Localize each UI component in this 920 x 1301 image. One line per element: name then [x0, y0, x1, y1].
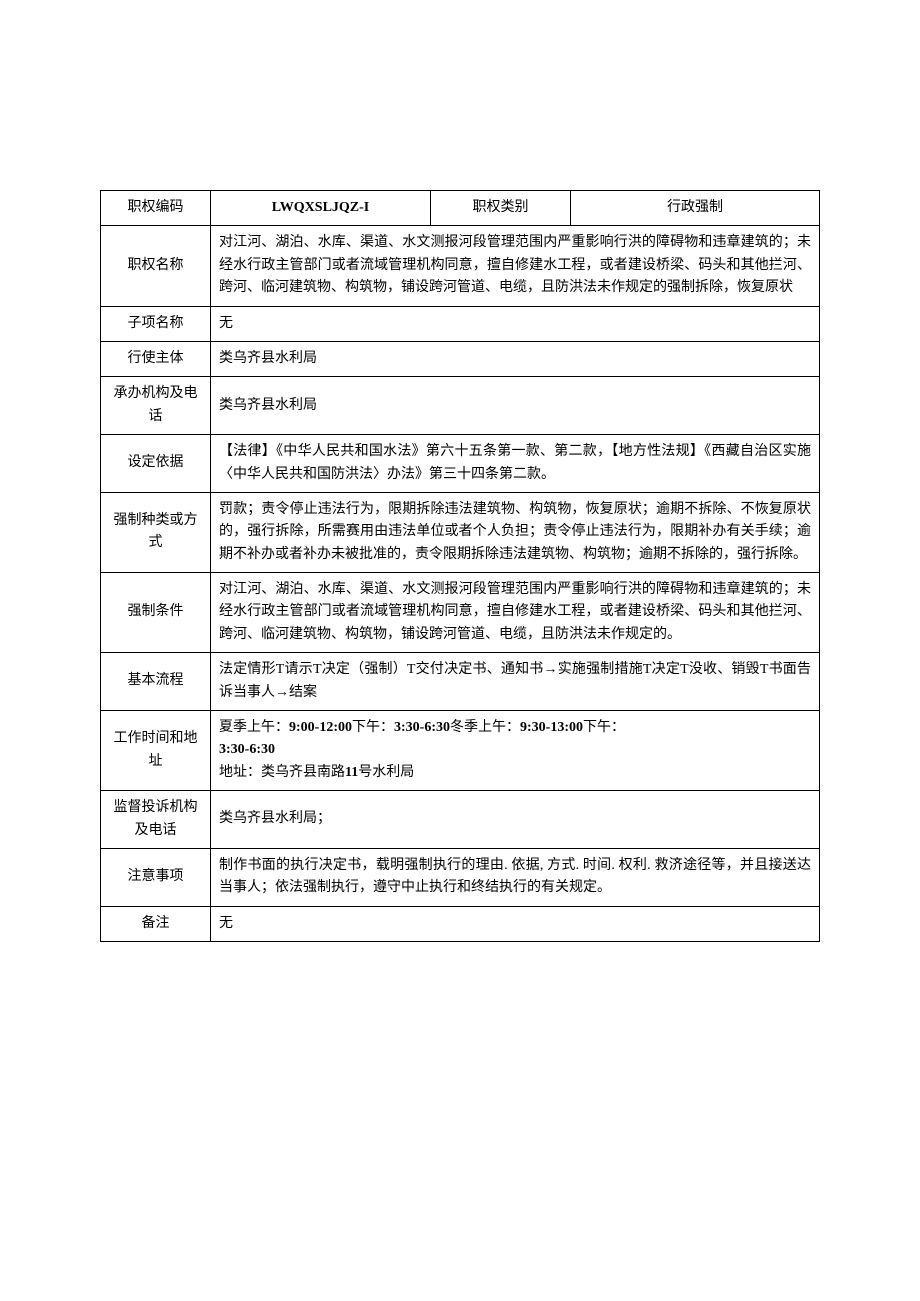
- worktime-addr-prefix: 地址：类乌齐县南路: [219, 765, 345, 780]
- subject-value: 类乌齐县水利局: [211, 341, 820, 376]
- subject-row: 行使主体 类乌齐县水利局: [101, 341, 820, 376]
- header-row: 职权编码 LWQXSLJQZ-I 职权类别 行政强制: [101, 191, 820, 226]
- notice-value: 制作书面的执行决定书，载明强制执行的理由. 依据, 方式. 时间. 权利. 救济…: [211, 848, 820, 906]
- worktime-winter-pm-prefix: 下午：: [583, 720, 625, 735]
- basis-label: 设定依据: [101, 435, 211, 493]
- worktime-summer-prefix: 夏季上午：: [219, 720, 289, 735]
- agency-label: 承办机构及电话: [101, 377, 211, 435]
- subitem-row: 子项名称 无: [101, 306, 820, 341]
- worktime-winter-prefix: 冬季上午：: [450, 720, 520, 735]
- notice-label: 注意事项: [101, 848, 211, 906]
- subitem-value: 无: [211, 306, 820, 341]
- condition-label: 强制条件: [101, 573, 211, 653]
- supervise-value: 类乌齐县水利局；: [211, 791, 820, 849]
- process-row: 基本流程 法定情形T请示T决定（强制）T交付决定书、通知书→实施强制措施T决定T…: [101, 653, 820, 711]
- worktime-row: 工作时间和地址 夏季上午：9:00-12:00下午：3:30-6:30冬季上午：…: [101, 711, 820, 791]
- method-row: 强制种类或方式 罚款；责令停止违法行为，限期拆除违法建筑物、构筑物，恢复原状；逾…: [101, 492, 820, 572]
- worktime-addr-num: 11: [345, 765, 358, 780]
- supervise-row: 监督投诉机构及电话 类乌齐县水利局；: [101, 791, 820, 849]
- basis-row: 设定依据 【法律】《中华人民共和国水法》第六十五条第一款、第二款，【地方性法规】…: [101, 435, 820, 493]
- agency-row: 承办机构及电话 类乌齐县水利局: [101, 377, 820, 435]
- name-label: 职权名称: [101, 226, 211, 306]
- method-label: 强制种类或方式: [101, 492, 211, 572]
- type-value: 行政强制: [571, 191, 820, 226]
- remark-label: 备注: [101, 906, 211, 941]
- code-label: 职权编码: [101, 191, 211, 226]
- remark-row: 备注 无: [101, 906, 820, 941]
- worktime-value: 夏季上午：9:00-12:00下午：3:30-6:30冬季上午：9:30-13:…: [211, 711, 820, 791]
- basis-value: 【法律】《中华人民共和国水法》第六十五条第一款、第二款，【地方性法规】《西藏自治…: [211, 435, 820, 493]
- authority-table: 职权编码 LWQXSLJQZ-I 职权类别 行政强制 职权名称 对江河、湖泊、水…: [100, 190, 820, 942]
- type-label: 职权类别: [431, 191, 571, 226]
- remark-value: 无: [211, 906, 820, 941]
- worktime-winter-pm: 3:30-6:30: [219, 742, 275, 757]
- agency-value: 类乌齐县水利局: [211, 377, 820, 435]
- name-value: 对江河、湖泊、水库、渠道、水文测报河段管理范围内严重影响行洪的障碍物和违章建筑的…: [211, 226, 820, 306]
- supervise-label: 监督投诉机构及电话: [101, 791, 211, 849]
- worktime-summer-pm-prefix: 下午：: [352, 720, 394, 735]
- condition-value: 对江河、湖泊、水库、渠道、水文测报河段管理范围内严重影响行洪的障碍物和违章建筑的…: [211, 573, 820, 653]
- condition-row: 强制条件 对江河、湖泊、水库、渠道、水文测报河段管理范围内严重影响行洪的障碍物和…: [101, 573, 820, 653]
- worktime-winter-am: 9:30-13:00: [520, 720, 583, 735]
- worktime-summer-am: 9:00-12:00: [289, 720, 352, 735]
- notice-row: 注意事项 制作书面的执行决定书，载明强制执行的理由. 依据, 方式. 时间. 权…: [101, 848, 820, 906]
- worktime-label: 工作时间和地址: [101, 711, 211, 791]
- process-label: 基本流程: [101, 653, 211, 711]
- worktime-addr-suffix: 号水利局: [358, 765, 414, 780]
- process-value: 法定情形T请示T决定（强制）T交付决定书、通知书→实施强制措施T决定T没收、销毁…: [211, 653, 820, 711]
- method-value: 罚款；责令停止违法行为，限期拆除违法建筑物、构筑物，恢复原状；逾期不拆除、不恢复…: [211, 492, 820, 572]
- subject-label: 行使主体: [101, 341, 211, 376]
- code-value: LWQXSLJQZ-I: [211, 191, 431, 226]
- subitem-label: 子项名称: [101, 306, 211, 341]
- name-row: 职权名称 对江河、湖泊、水库、渠道、水文测报河段管理范围内严重影响行洪的障碍物和…: [101, 226, 820, 306]
- worktime-summer-pm: 3:30-6:30: [394, 720, 450, 735]
